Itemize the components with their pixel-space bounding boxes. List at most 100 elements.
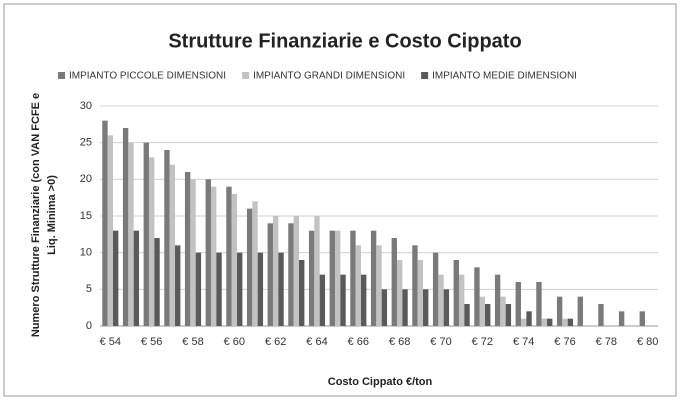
bar xyxy=(520,318,527,326)
bar xyxy=(412,245,418,326)
bar xyxy=(541,318,548,326)
y-axis-title-line: Numero Strutture Finanziarie (con VAN FC… xyxy=(30,93,42,337)
legend-label: IMPIANTO MEDIE DIMENSIONI xyxy=(432,71,577,82)
x-tick-label: € 54 xyxy=(100,336,121,348)
bar xyxy=(402,289,408,326)
bar xyxy=(340,274,346,326)
bar xyxy=(464,304,470,326)
bar xyxy=(370,230,377,326)
y-tick-label: 25 xyxy=(80,137,92,149)
bar xyxy=(319,274,326,326)
bar xyxy=(278,252,284,326)
bar xyxy=(350,230,356,326)
bar xyxy=(500,296,506,326)
bar xyxy=(443,289,450,326)
bar xyxy=(458,274,465,326)
y-tick-label: 20 xyxy=(80,173,92,185)
bar xyxy=(107,135,114,326)
bar xyxy=(474,267,480,326)
bar xyxy=(267,223,273,326)
x-tick-label: € 80 xyxy=(637,336,658,348)
bar xyxy=(288,223,294,326)
bar xyxy=(396,260,403,326)
bar xyxy=(639,311,645,326)
bar xyxy=(536,282,542,326)
x-tick-label: € 62 xyxy=(265,336,286,348)
bar xyxy=(154,238,160,326)
bar xyxy=(113,230,119,326)
y-tick-label: 10 xyxy=(80,247,92,259)
x-tick-label: € 72 xyxy=(472,336,493,348)
y-tick-label: 30 xyxy=(80,100,92,112)
bar xyxy=(361,274,367,326)
bar xyxy=(148,157,155,326)
bar xyxy=(334,230,341,326)
bar xyxy=(216,252,222,326)
bar xyxy=(479,296,486,326)
bar xyxy=(515,282,521,326)
bar xyxy=(329,230,335,326)
bar xyxy=(438,274,444,326)
bar xyxy=(231,194,238,326)
bar xyxy=(175,245,181,326)
bar xyxy=(164,150,170,326)
bar xyxy=(195,252,202,326)
bar xyxy=(205,179,211,326)
x-tick-label: € 60 xyxy=(224,336,245,348)
x-tick-label: € 58 xyxy=(182,336,203,348)
bar xyxy=(257,252,264,326)
x-tick-label: € 76 xyxy=(554,336,575,348)
x-tick-label: € 64 xyxy=(306,336,327,348)
bar xyxy=(376,245,382,326)
bar xyxy=(526,311,532,326)
bar xyxy=(391,238,397,326)
x-tick-label: € 70 xyxy=(430,336,451,348)
y-tick-label: 0 xyxy=(86,320,92,332)
bar xyxy=(252,201,258,326)
x-axis-title: Costo Cippato €/ton xyxy=(328,376,433,388)
bar xyxy=(272,216,279,326)
bar xyxy=(453,260,459,326)
bar xyxy=(299,260,305,326)
bar xyxy=(190,179,196,326)
legend-swatch xyxy=(421,72,429,79)
legend-swatch xyxy=(58,72,65,79)
bar xyxy=(567,318,574,326)
chart-title: Strutture Finanziarie e Costo Cippato xyxy=(168,30,521,52)
x-tick-label: € 66 xyxy=(348,336,369,348)
legend-label: IMPIANTO GRANDI DIMENSIONI xyxy=(253,71,405,82)
x-tick-label: € 68 xyxy=(389,336,410,348)
bar xyxy=(226,186,232,326)
bar xyxy=(417,260,424,326)
bar xyxy=(128,142,134,326)
bar xyxy=(102,120,108,327)
legend-label: IMPIANTO PICCOLE DIMENSIONI xyxy=(69,71,226,82)
y-axis-title-line: Liq. Minima >0) xyxy=(46,175,58,255)
bar xyxy=(122,128,129,326)
bar xyxy=(169,164,176,326)
bar xyxy=(246,208,253,326)
bar xyxy=(314,216,320,326)
legend-swatch xyxy=(242,72,250,79)
y-tick-label: 5 xyxy=(86,283,92,295)
bar xyxy=(505,304,512,326)
bar xyxy=(618,311,625,326)
bar xyxy=(556,296,563,326)
y-axis-title: Numero Strutture Finanziarie (con VAN FC… xyxy=(30,93,58,337)
bar xyxy=(432,252,439,326)
bar xyxy=(308,230,315,326)
bar xyxy=(485,304,491,326)
bar xyxy=(210,186,217,326)
bar xyxy=(423,289,429,326)
bar xyxy=(547,318,553,326)
bar xyxy=(562,318,568,326)
bar xyxy=(293,216,300,326)
bar xyxy=(237,252,243,326)
y-tick-label: 15 xyxy=(80,210,92,222)
bar xyxy=(598,304,604,326)
x-tick-label: € 74 xyxy=(513,336,534,348)
bar xyxy=(355,245,362,326)
bar xyxy=(143,142,149,326)
chart-border xyxy=(3,3,677,397)
